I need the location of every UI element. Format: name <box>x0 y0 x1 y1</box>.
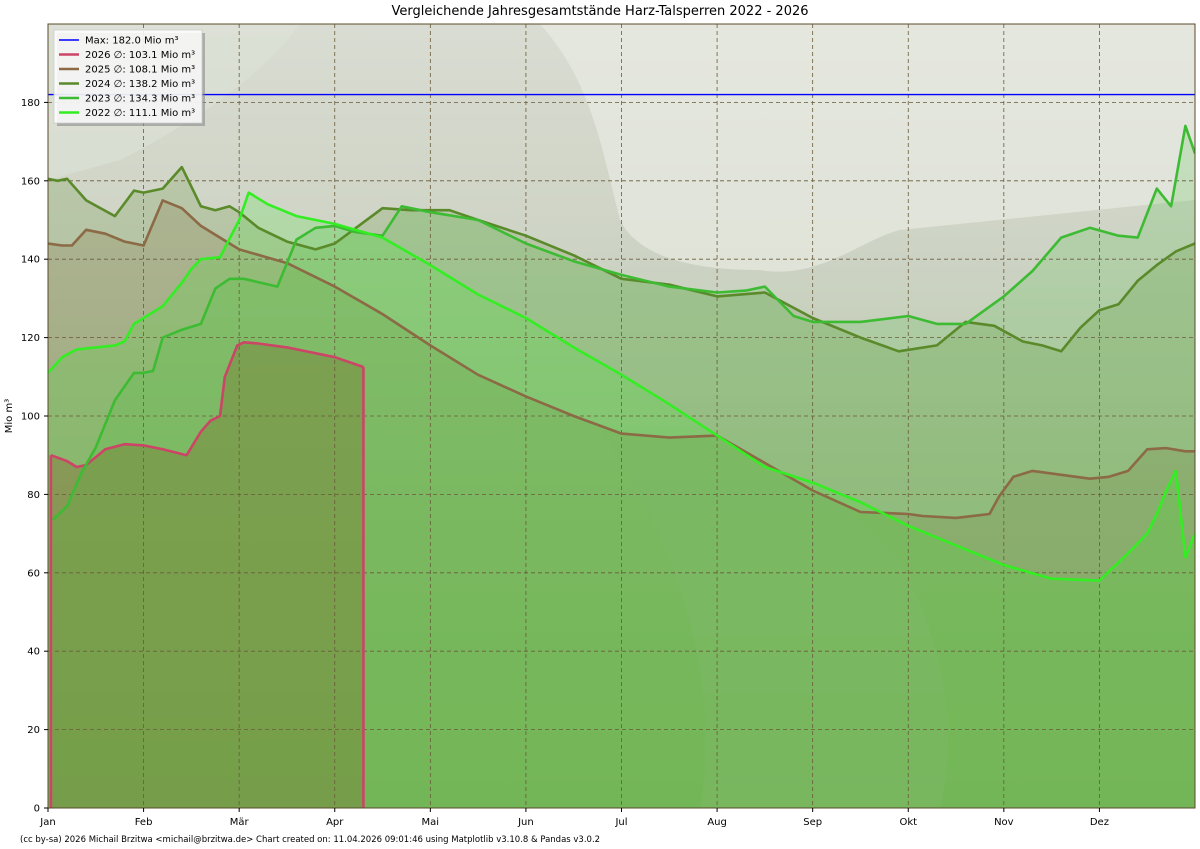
x-tick-label: Sep <box>803 817 822 828</box>
y-axis-label: Mio m³ <box>4 399 15 433</box>
series-lines <box>48 93 1195 808</box>
y-tick-label: 100 <box>21 412 40 423</box>
y-tick-label: 0 <box>34 804 40 815</box>
background-waterfall <box>540 24 1195 272</box>
background-rock <box>600 428 948 808</box>
legend-entry: 2024 ∅: 138.2 Mio m³ <box>85 79 195 90</box>
x-tick-label: Mai <box>422 817 440 828</box>
chart-title: Vergleichende Jahresgesamtstände Harz-Ta… <box>391 4 808 19</box>
x-tick-label: Apr <box>326 817 344 828</box>
y-tick-label: 180 <box>21 98 40 109</box>
x-tick-label: Mär <box>230 817 250 828</box>
x-tick-label: Feb <box>135 817 153 828</box>
y-tick-label: 80 <box>27 490 40 501</box>
series-line-4 <box>48 191 1195 582</box>
y-tick-label: 40 <box>27 647 40 658</box>
legend-entry: 2026 ∅: 103.1 Mio m³ <box>85 50 195 61</box>
y-tick-label: 160 <box>21 176 40 187</box>
y-tick-label: 60 <box>27 568 40 579</box>
y-tick-label: 120 <box>21 333 40 344</box>
legend-entry: 2023 ∅: 134.3 Mio m³ <box>85 94 195 105</box>
x-tick-label: Jul <box>614 817 627 828</box>
series-area-3 <box>52 125 1195 808</box>
series-area-0 <box>50 342 364 808</box>
x-tick-label: Aug <box>707 817 727 828</box>
x-tick-label: Dez <box>1090 817 1109 828</box>
series-line-1 <box>48 199 1195 520</box>
y-tick-label: 140 <box>21 255 40 266</box>
legend-entry: Max: 182.0 Mio m³ <box>85 36 178 47</box>
x-axis-ticks: Jan Feb Mär Apr Mai Jun Jul Aug Sep Okt Nov Dez <box>39 808 1109 828</box>
series-line-3 <box>51 124 1195 521</box>
legend-entry: 2025 ∅: 108.1 Mio m³ <box>85 65 195 76</box>
y-axis-ticks: 0 20 40 60 80 100 120 140 160 180 <box>21 98 48 815</box>
y-tick-label: 20 <box>27 725 40 736</box>
legend: Max: 182.0 Mio m³ 2026 ∅: 103.1 Mio m³ 202… <box>53 29 205 126</box>
x-tick-label: Jun <box>517 817 534 828</box>
x-tick-label: Nov <box>994 817 1014 828</box>
grid-lines <box>48 24 1195 808</box>
x-tick-label: Jan <box>39 817 55 828</box>
footer-credit: (cc by-sa) 2026 Michail Brzitwa <michail… <box>20 835 601 845</box>
x-tick-label: Okt <box>899 817 917 828</box>
legend-box <box>53 29 203 124</box>
legend-entry: 2022 ∅: 111.1 Mio m³ <box>85 108 195 119</box>
